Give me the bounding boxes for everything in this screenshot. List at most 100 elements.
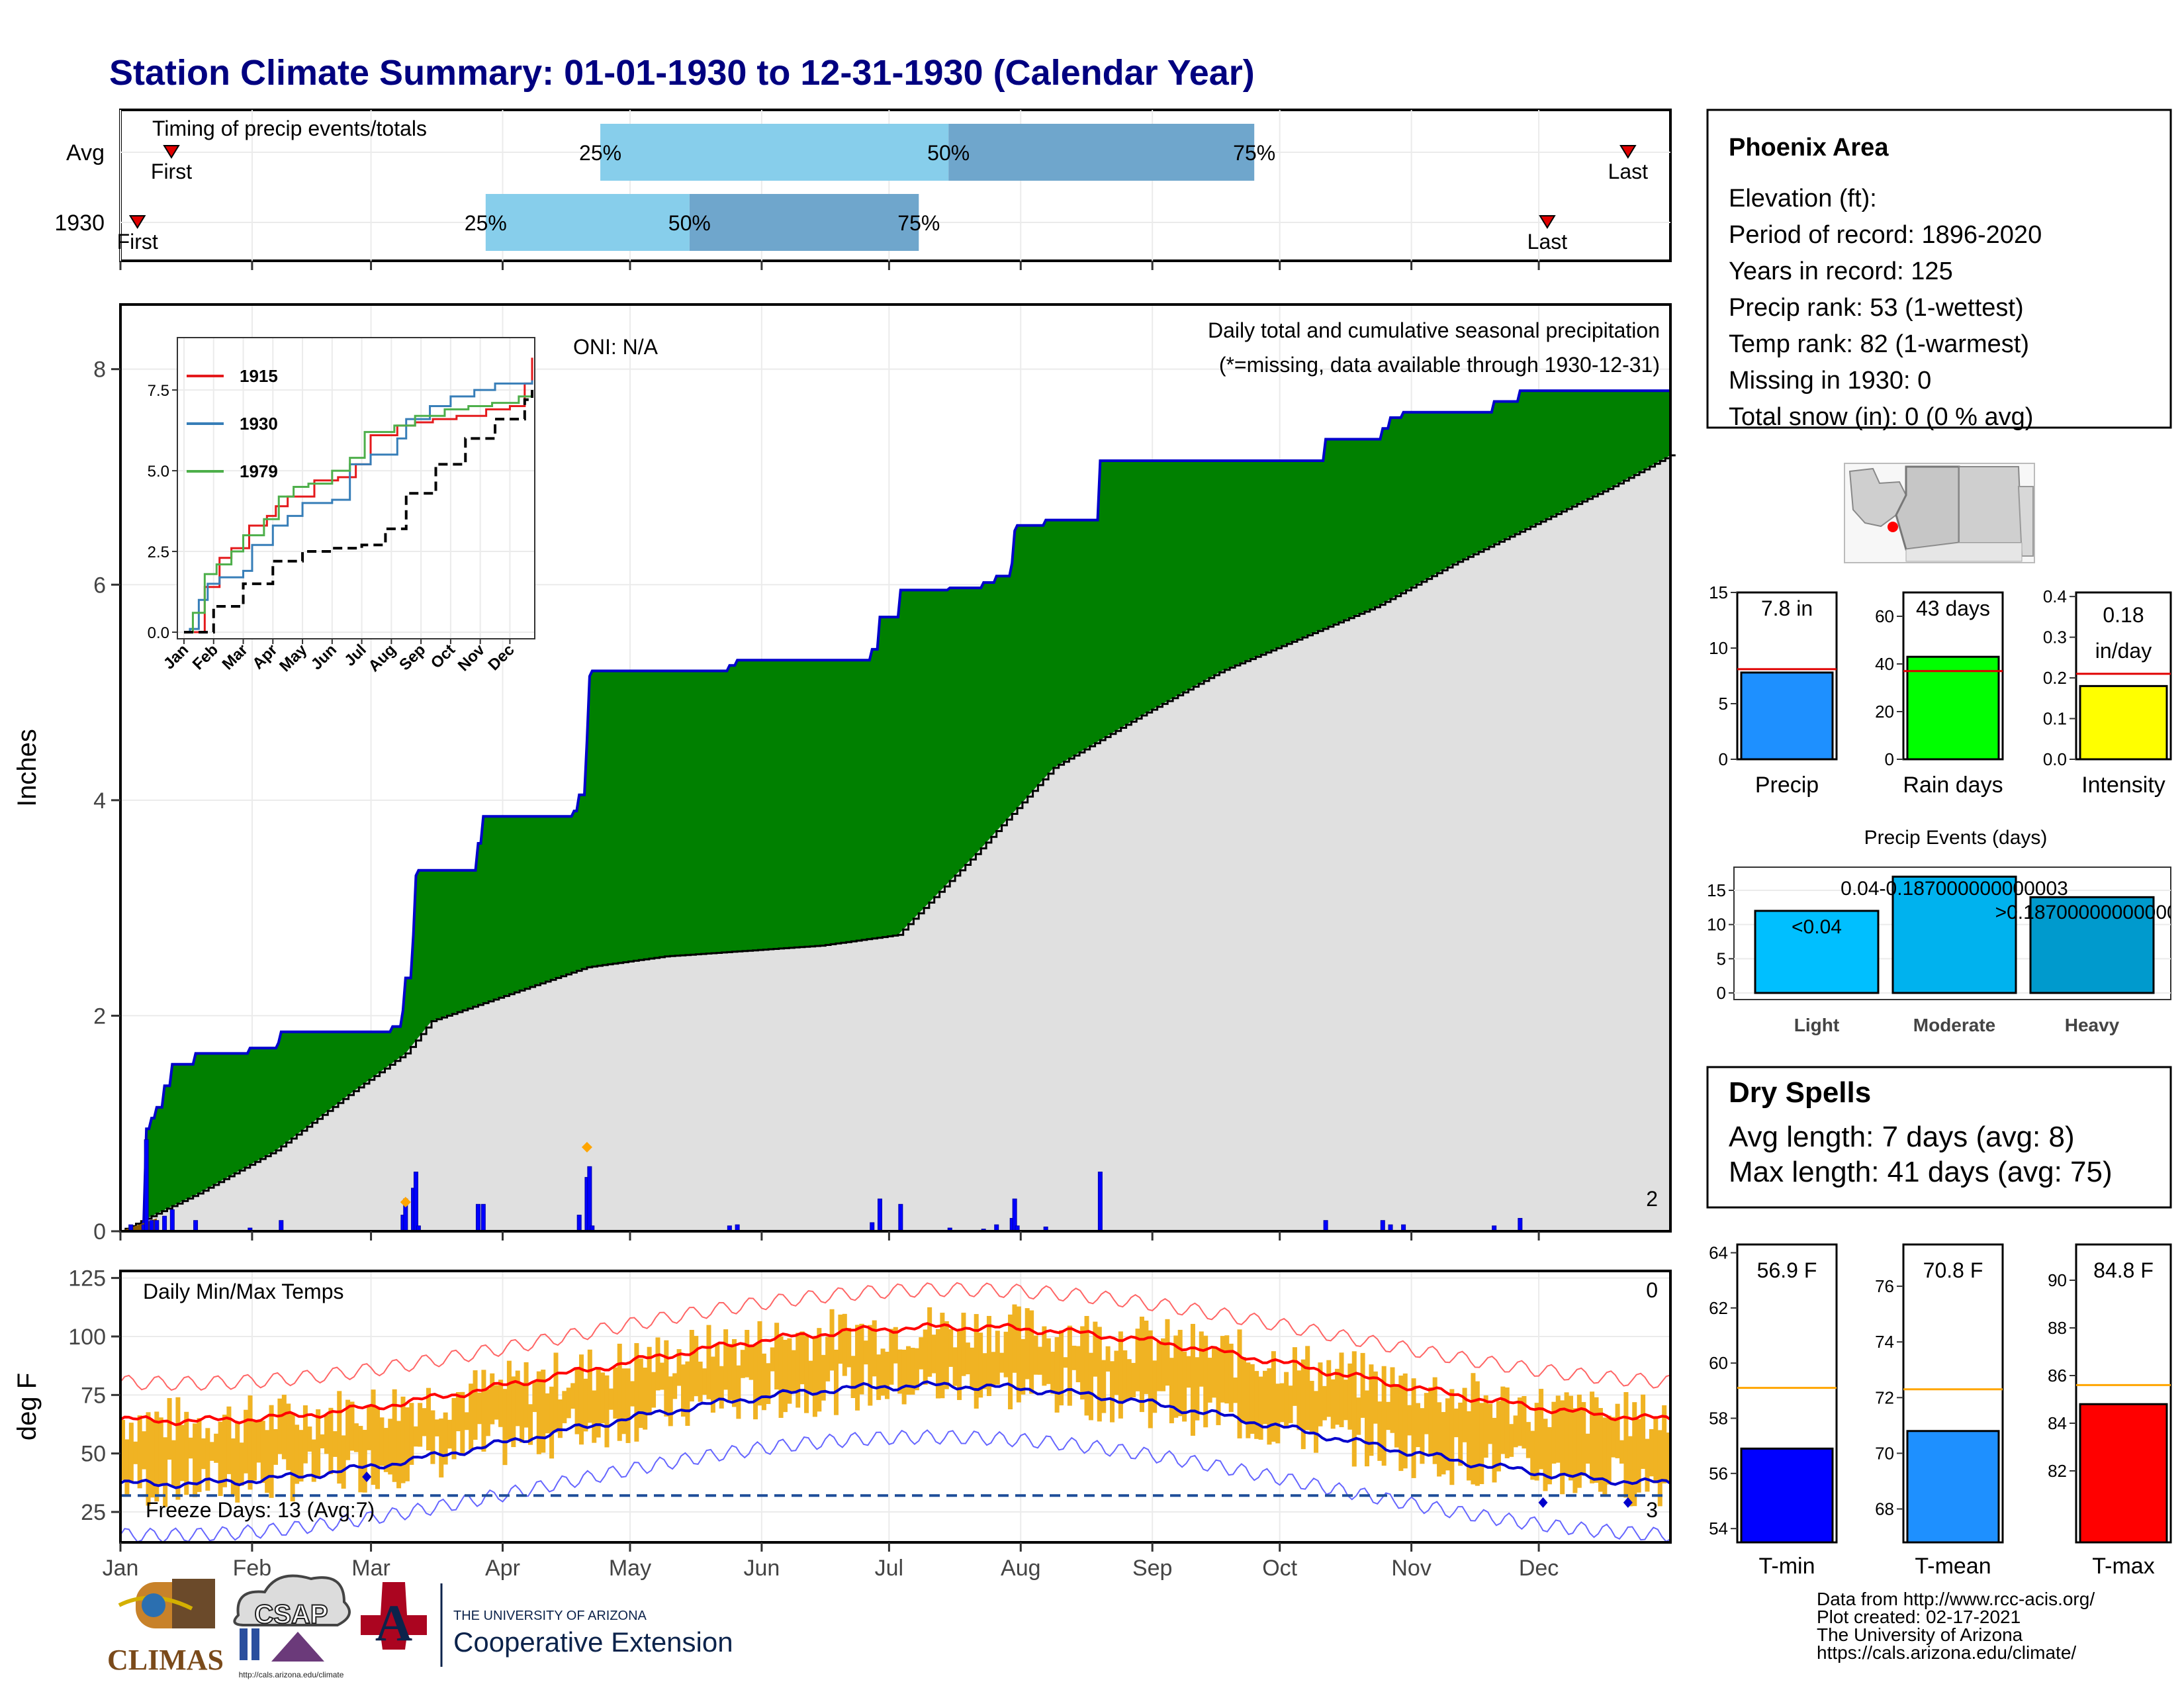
daily-temp-bar <box>1330 1379 1336 1429</box>
daily-temp-bar <box>367 1405 372 1450</box>
precip-flag-marker <box>581 1142 592 1153</box>
daily-temp-bar <box>1416 1403 1421 1448</box>
daily-temp-bar <box>1271 1351 1276 1442</box>
daily-temp-bar <box>209 1442 214 1461</box>
summary-y-tick-label-1-0: 0 <box>1885 749 1894 769</box>
daily-temp-bar <box>1135 1329 1140 1391</box>
daily-temp-bar <box>1024 1308 1030 1380</box>
daily-temp-bar <box>1110 1361 1115 1423</box>
daily-temp-bar <box>124 1439 130 1497</box>
daily-temp-bar <box>1458 1402 1463 1466</box>
daily-temp-bar <box>515 1370 520 1427</box>
daily-temp-bar <box>396 1421 402 1489</box>
timing-label-75-1: 75% <box>897 211 940 235</box>
daily-precip-bar <box>144 1139 149 1232</box>
station-elevation: Elevation (ft): <box>1729 185 1877 212</box>
daily-temp-bar <box>1424 1393 1429 1434</box>
average-cumulative-area <box>120 455 1670 1231</box>
daily-temp-bar <box>1054 1336 1060 1413</box>
daily-temp-bar <box>447 1419 453 1449</box>
daily-temp-bar <box>1598 1408 1603 1492</box>
daily-temp-bar <box>341 1435 346 1489</box>
temp-x-tick-label-10: Nov <box>1391 1556 1431 1581</box>
precip-missing-count: 2 <box>1646 1187 1658 1211</box>
daily-temp-bar <box>613 1367 618 1419</box>
daily-temp-bar <box>1356 1397 1361 1435</box>
daily-temp-bar <box>617 1343 622 1441</box>
daily-temp-bar <box>179 1425 185 1481</box>
daily-temp-bar <box>702 1368 707 1395</box>
daily-temp-bar <box>1525 1422 1531 1458</box>
daily-temp-bar <box>833 1349 839 1415</box>
daily-temp-bar <box>1207 1358 1212 1403</box>
csap-logo-url: http://cals.arizona.edu/climate <box>239 1670 344 1679</box>
daily-temp-bar <box>1471 1373 1476 1485</box>
daily-temp-bar <box>999 1352 1005 1373</box>
daily-temp-bar <box>1173 1335 1179 1418</box>
daily-temp-bar <box>1114 1350 1119 1395</box>
daily-temp-bar <box>1254 1371 1259 1439</box>
daily-temp-bar <box>868 1325 873 1406</box>
daily-temp-bar <box>596 1369 601 1438</box>
dry-spells-title: Dry Spells <box>1729 1076 1871 1109</box>
daily-temp-bar <box>490 1373 495 1425</box>
daily-temp-bar <box>643 1368 648 1430</box>
daily-temp-bar <box>541 1370 546 1453</box>
daily-temp-bar <box>562 1391 567 1424</box>
temp-summary-y-tick-label-0-3: 60 <box>1709 1353 1728 1373</box>
daily-temp-bar <box>608 1388 614 1410</box>
inset-average-line <box>184 390 533 633</box>
daily-temp-bar <box>332 1431 338 1457</box>
daily-temp-bar <box>1441 1412 1446 1475</box>
daily-temp-bar <box>719 1366 724 1409</box>
daily-temp-bar <box>214 1433 219 1463</box>
daily-temp-bar <box>863 1340 868 1365</box>
daily-temp-bar <box>1555 1395 1561 1463</box>
daily-temp-bar <box>1165 1319 1170 1386</box>
daily-temp-bar <box>1351 1351 1357 1467</box>
daily-precip-bar <box>279 1220 284 1232</box>
daily-temp-bar <box>1292 1347 1297 1406</box>
daily-temp-bar <box>532 1382 537 1413</box>
daily-temp-bar <box>897 1349 903 1394</box>
daily-temp-bar <box>201 1438 206 1470</box>
daily-temp-bar <box>434 1419 439 1436</box>
temp-bottom-count: 3 <box>1646 1498 1658 1522</box>
daily-temp-bar <box>1199 1331 1204 1387</box>
daily-temp-bar <box>1398 1376 1404 1472</box>
daily-temp-bar <box>1297 1370 1302 1430</box>
daily-temp-bar <box>1246 1362 1251 1438</box>
daily-temp-bar <box>808 1360 813 1393</box>
temp-summary-value-0: 56.9 F <box>1757 1258 1817 1282</box>
daily-temp-bar <box>791 1350 796 1393</box>
daily-temp-bar <box>812 1336 817 1417</box>
daily-temp-bar <box>418 1403 423 1447</box>
dry-spells-avg: Avg length: 7 days (avg: 8) <box>1729 1121 2075 1153</box>
station-name: Phoenix Area <box>1729 134 1889 162</box>
daily-temp-bar <box>1101 1360 1107 1413</box>
daily-temp-bar <box>948 1329 954 1367</box>
temp-x-tick-label-1: Feb <box>233 1556 272 1581</box>
missing-note: (*=missing, data available through 1930-… <box>1219 353 1660 377</box>
daily-temp-bar <box>142 1431 147 1470</box>
daily-precip-bar <box>475 1203 480 1232</box>
daily-temp-bar <box>698 1361 703 1402</box>
events-y-tick-label-0: 0 <box>1717 983 1726 1003</box>
temp-summary-y-tick-label-2-3: 88 <box>2048 1318 2067 1338</box>
daily-temp-bar <box>952 1347 958 1386</box>
daily-temp-bar <box>358 1426 363 1493</box>
daily-temp-bar <box>375 1407 381 1489</box>
daily-temp-bar <box>498 1380 504 1427</box>
daily-temp-bar <box>1008 1314 1013 1410</box>
temp-summary-label-1: T-mean <box>1915 1554 1991 1579</box>
daily-temp-bar <box>1067 1325 1072 1406</box>
daily-precip-bar <box>1518 1217 1523 1232</box>
daily-temp-bar <box>761 1353 766 1411</box>
daily-temp-bar <box>804 1336 809 1413</box>
daily-temp-bar <box>889 1329 894 1385</box>
summary-label-1: Rain days <box>1903 773 2003 798</box>
timing-row-label-avg: Avg <box>66 140 105 165</box>
daily-temp-bar <box>982 1353 987 1389</box>
csap-logo: CSAP http://cals.arizona.edu/climate <box>233 1574 351 1679</box>
daily-temp-bar <box>587 1349 592 1423</box>
